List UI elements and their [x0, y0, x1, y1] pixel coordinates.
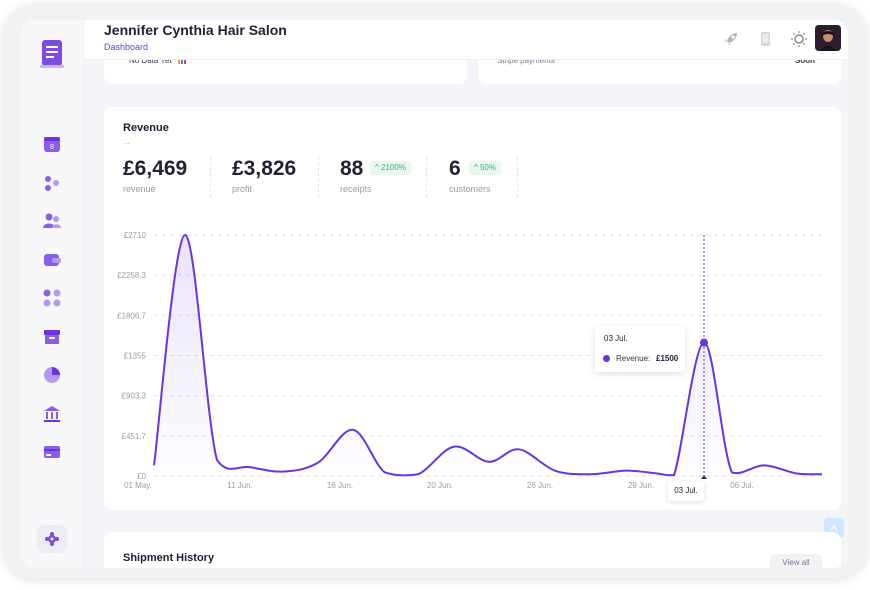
user-avatar[interactable]: [815, 25, 841, 51]
no-data-text: No Data Yet: [129, 56, 172, 65]
page-title: Jennifer Cynthia Hair Salon: [104, 22, 287, 38]
app-logo-icon[interactable]: [38, 38, 66, 70]
x-tick-label: 01 May.: [124, 481, 152, 490]
arrow-up-icon: ^: [375, 163, 381, 172]
team-dots-icon[interactable]: [42, 173, 62, 193]
x-tick-label: 16 Jun.: [327, 481, 353, 490]
svg-text:8: 8: [50, 144, 54, 151]
apps-grid-icon[interactable]: [42, 288, 62, 308]
stat-value: 88: [340, 157, 364, 180]
revenue-title: Revenue: [123, 122, 169, 134]
breadcrumb[interactable]: Dashboard: [104, 42, 149, 52]
revenue-chart[interactable]: £0 £451.7 £903.3 £1355 £1806.7 £2258.3 £2710 01…: [104, 220, 834, 500]
tooltip-value: £1500: [656, 354, 679, 363]
stripe-payments-status: Soon: [795, 56, 815, 65]
rocket-icon[interactable]: [722, 30, 740, 48]
stat-value: £3,826: [232, 157, 297, 180]
stat-profit: £3,826 profit: [232, 157, 319, 197]
y-tick-label: £1806.7: [117, 311, 146, 320]
stat-label: receipts: [340, 184, 372, 194]
stat-label: customers: [449, 184, 491, 194]
pie-chart-icon[interactable]: [42, 365, 62, 385]
receipts-growth-badge: ^ 2100%: [370, 161, 411, 175]
stat-value: 6: [449, 157, 461, 180]
bar-chart-icon: [178, 57, 186, 64]
sidebar: 8: [20, 20, 84, 568]
x-tick-label: 26 Jun.: [527, 481, 553, 490]
x-tick-label: 29 Jun.: [628, 481, 654, 490]
x-tick-label: 11 Jun.: [227, 481, 253, 490]
app-screen: 8 No Data Yet Stripe payments Soon Jenni…: [20, 20, 848, 568]
shipment-history-title: Shipment History: [123, 552, 215, 564]
x-tick-label: 06 Jul.: [730, 481, 754, 490]
stripe-payments-label: Stripe payments: [497, 56, 555, 65]
brightness-icon[interactable]: [790, 30, 808, 48]
tablet-frame: 8 No Data Yet Stripe payments Soon Jenni…: [4, 4, 866, 578]
y-tick-label: £0: [137, 472, 146, 481]
tooltip-label: Revenue:: [616, 354, 651, 363]
settings-icon: [45, 532, 59, 546]
stat-value: £6,469: [123, 157, 188, 180]
avatar-portrait-icon: [815, 25, 841, 51]
series-dot-icon: [603, 355, 610, 362]
stat-customers: 6 ^ 50% customers: [449, 157, 518, 197]
top-bar: Jennifer Cynthia Hair Salon Dashboard: [84, 20, 848, 60]
bank-icon[interactable]: [42, 404, 62, 424]
y-tick-label: £451.7: [122, 432, 147, 441]
phone-icon[interactable]: [756, 30, 774, 48]
credit-card-icon[interactable]: [42, 442, 62, 462]
users-icon[interactable]: [42, 211, 62, 231]
arrow-up-icon: ^: [474, 163, 480, 172]
badge-value: 2100%: [380, 163, 406, 172]
shipment-history-card: Shipment History View all: [104, 532, 841, 568]
crosshair-x-label: 03 Jul.: [668, 481, 704, 501]
revenue-subtitle: ...: [123, 137, 130, 146]
y-tick-label: £2258.3: [117, 271, 146, 280]
series-area: [154, 234, 822, 476]
settings-button[interactable]: [37, 525, 67, 553]
crosshair-caret: [701, 475, 707, 479]
archive-box-icon[interactable]: [42, 327, 62, 347]
y-tick-label: £1355: [124, 352, 147, 361]
wallet-icon[interactable]: [42, 250, 62, 270]
stat-receipts: 88 ^ 2100% receipts: [340, 157, 427, 197]
customers-growth-badge: ^ 50%: [469, 161, 501, 175]
stat-label: revenue: [123, 184, 156, 194]
badge-value: 50%: [479, 163, 496, 172]
x-tick-label: 20 Jun.: [427, 481, 453, 490]
stat-revenue: £6,469 revenue: [123, 157, 211, 197]
calendar-icon[interactable]: 8: [42, 134, 62, 154]
chart-tooltip: 03 Jul. Revenue: £1500: [595, 326, 685, 372]
highlight-point: [700, 338, 708, 347]
view-all-button[interactable]: View all: [770, 554, 822, 568]
tooltip-date: 03 Jul.: [604, 334, 628, 343]
y-tick-label: £903.3: [122, 392, 147, 401]
series-line: [153, 233, 823, 477]
chevron-up-icon: [830, 524, 838, 531]
stat-label: profit: [232, 184, 253, 194]
y-tick-label: £2710: [124, 231, 147, 240]
